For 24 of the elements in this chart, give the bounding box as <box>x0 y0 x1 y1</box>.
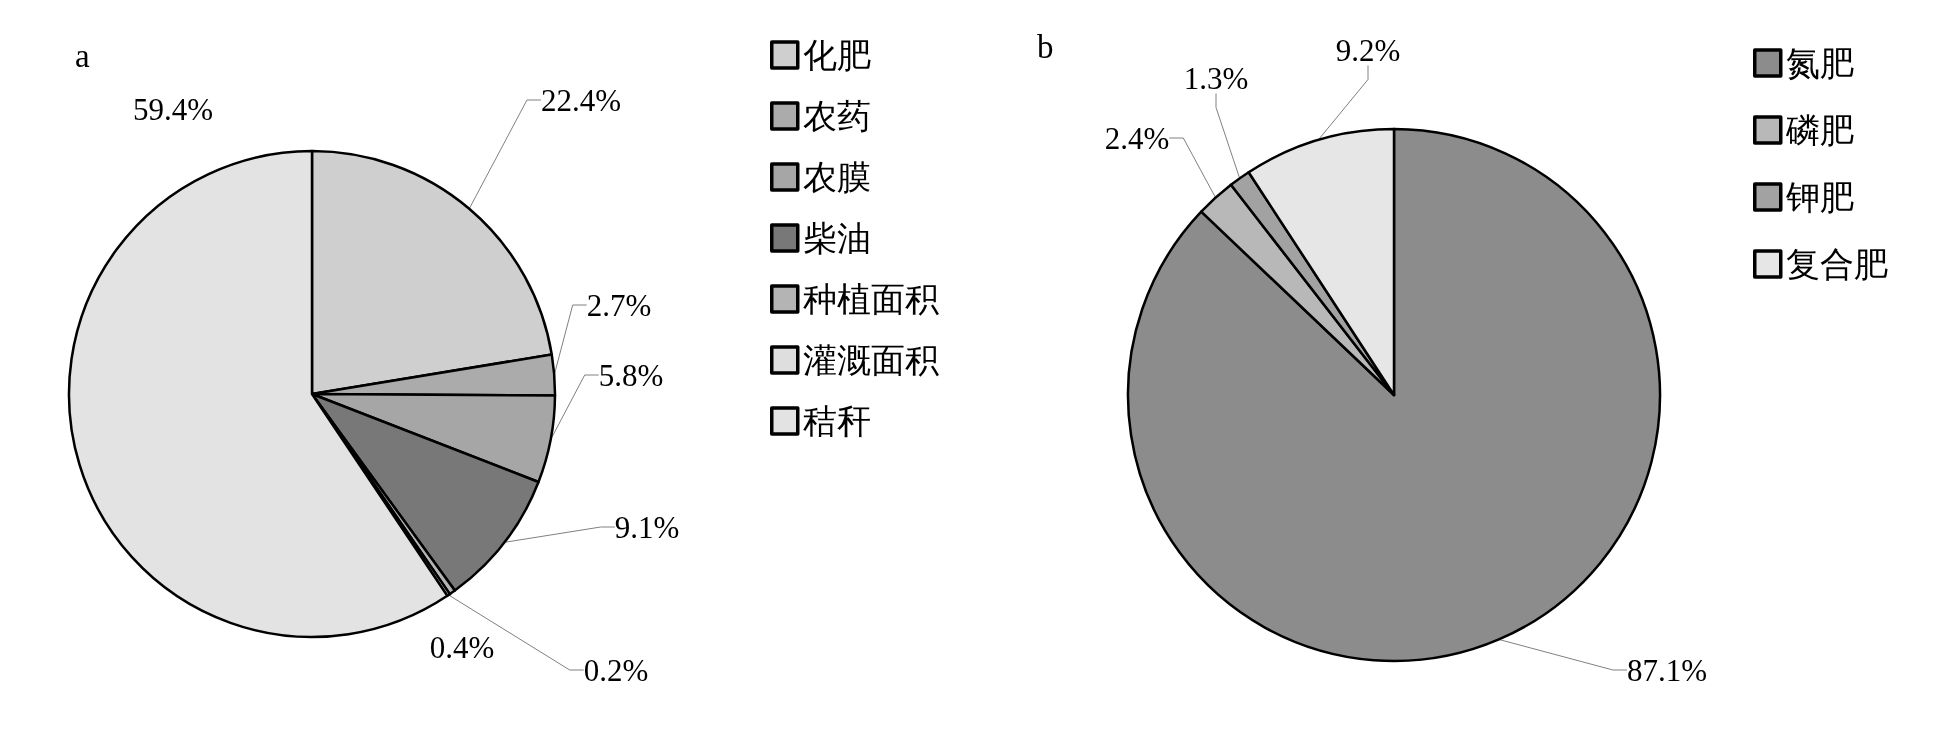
data-label: 2.7% <box>586 287 652 323</box>
chart-title: a <box>75 37 90 74</box>
data-label: 9.1% <box>614 509 680 545</box>
data-label: 59.4% <box>132 91 214 127</box>
legend-label: 灌溉面积 <box>802 341 939 379</box>
legend-label: 氮肥 <box>1785 44 1854 82</box>
data-label: 9.2% <box>1335 32 1401 68</box>
data-label: 5.8% <box>598 357 664 393</box>
data-label: 2.4% <box>1104 120 1170 156</box>
legend-label: 农药 <box>802 97 871 135</box>
data-label: 22.4% <box>540 82 622 118</box>
legend-label: 种植面积 <box>802 280 939 318</box>
legend-label: 钾肥 <box>1784 178 1854 216</box>
legend-label: 秸秆 <box>802 402 871 440</box>
data-label: 0.4% <box>429 629 495 665</box>
legend-label: 磷肥 <box>1784 111 1854 149</box>
legend-label: 复合肥 <box>1785 245 1888 283</box>
data-label: 0.2% <box>583 652 649 688</box>
data-label: 87.1% <box>1626 652 1708 688</box>
chart-title: b <box>1037 28 1054 65</box>
data-label: 1.3% <box>1183 60 1249 96</box>
legend-label: 柴油 <box>802 219 871 257</box>
legend-label: 农膜 <box>802 158 871 196</box>
legend-label: 化肥 <box>802 36 871 74</box>
